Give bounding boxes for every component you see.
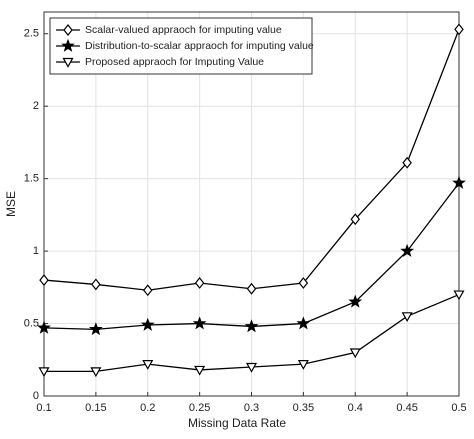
x-tick-label: 0.1 bbox=[36, 402, 51, 414]
legend-label: Proposed appraoch for Imputing Value bbox=[85, 56, 264, 68]
marker bbox=[90, 367, 102, 378]
marker bbox=[142, 284, 153, 297]
marker bbox=[244, 319, 259, 333]
y-tick-label: 0.5 bbox=[24, 317, 39, 329]
marker bbox=[142, 360, 154, 370]
marker bbox=[402, 156, 412, 169]
legend-box bbox=[49, 17, 313, 75]
legend-marker bbox=[63, 24, 73, 36]
marker bbox=[192, 316, 207, 330]
y-tick-label: 0 bbox=[33, 390, 39, 402]
legend-marker bbox=[61, 38, 75, 52]
legend-label: Distribution-to-scalar appraoch for impu… bbox=[85, 40, 314, 52]
marker bbox=[401, 312, 413, 323]
y-tick-label: 1 bbox=[33, 245, 39, 257]
marker bbox=[38, 367, 50, 378]
x-tick-label: 0.15 bbox=[85, 402, 106, 414]
marker bbox=[245, 362, 258, 373]
axes-box bbox=[43, 11, 460, 397]
marker bbox=[88, 322, 103, 336]
y-axis-label: MSE bbox=[4, 191, 18, 217]
x-tick-label: 0.45 bbox=[396, 402, 417, 414]
marker bbox=[400, 243, 414, 257]
marker bbox=[194, 277, 205, 289]
marker bbox=[453, 290, 465, 301]
y-tick-label: 2.5 bbox=[24, 28, 39, 40]
x-tick-label: 0.25 bbox=[189, 402, 210, 414]
legend-label: Scalar-valued appraoch for imputing valu… bbox=[85, 24, 282, 36]
x-axis-label: Missing Data Rate bbox=[188, 416, 286, 430]
marker bbox=[349, 348, 361, 359]
x-tick-label: 0.2 bbox=[140, 402, 155, 414]
x-tick-label: 0.4 bbox=[348, 402, 363, 414]
marker bbox=[37, 320, 51, 334]
legend-marker bbox=[62, 57, 74, 68]
marker bbox=[140, 317, 155, 331]
y-tick-label: 2 bbox=[33, 100, 39, 112]
marker bbox=[298, 277, 309, 289]
marker bbox=[296, 316, 311, 330]
marker bbox=[454, 23, 464, 36]
x-tick-label: 0.5 bbox=[451, 402, 466, 414]
y-tick-label: 1.5 bbox=[24, 173, 39, 185]
marker bbox=[350, 213, 361, 226]
marker bbox=[91, 278, 101, 291]
marker bbox=[194, 365, 206, 376]
marker bbox=[297, 360, 309, 370]
marker bbox=[246, 282, 257, 295]
marker bbox=[39, 274, 49, 287]
marker bbox=[348, 294, 363, 308]
x-tick-label: 0.3 bbox=[244, 402, 259, 414]
x-tick-label: 0.35 bbox=[293, 402, 314, 414]
marker bbox=[452, 175, 466, 189]
